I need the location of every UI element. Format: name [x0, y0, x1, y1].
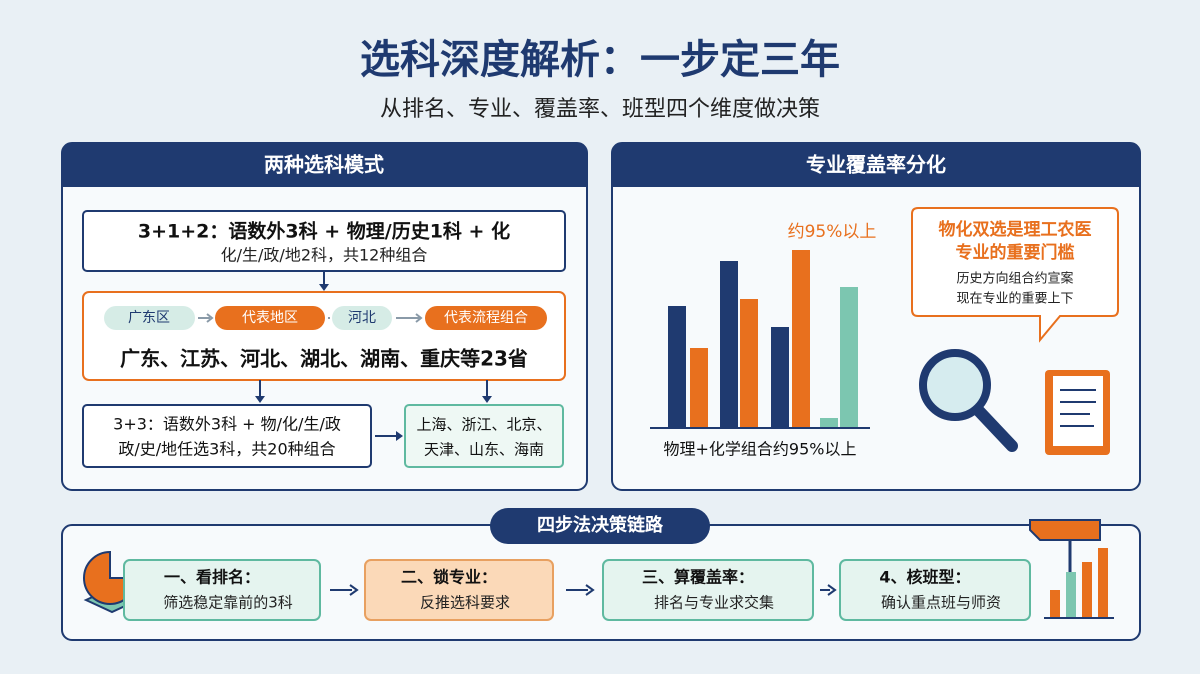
icon-bar: [1066, 572, 1076, 618]
mode-text: 3+3：语数外3科 + 物/化/生/政: [113, 415, 341, 434]
arrow-head: [396, 431, 403, 441]
chip-label: 代表流程组合: [444, 310, 528, 326]
flag: [1029, 519, 1101, 541]
step-title: 一、看排名：: [164, 568, 260, 587]
book-page: [1053, 376, 1103, 446]
province-text: 广东、江苏、河北、湖北、湖南、重庆等23省: [120, 347, 528, 371]
chip: [425, 306, 547, 330]
step-text: 排名与专业求交集: [654, 594, 774, 612]
chip: [104, 306, 195, 330]
step-box: [839, 559, 1031, 621]
caption: 物理+化学组合约95%以上: [664, 440, 857, 459]
title: 选科深度解析：一步定三年: [360, 37, 840, 83]
bar: [792, 250, 810, 428]
mode-text: 化/生/政/地2科，共12种组合: [221, 246, 428, 265]
step-arrow-heads: [349, 584, 837, 596]
step-box: [364, 559, 554, 621]
annotation: 约95%以上: [788, 222, 877, 242]
icon-bar: [1098, 548, 1108, 618]
step-title: 三、算覆盖率：: [642, 568, 754, 587]
icon-bar: [1082, 562, 1092, 618]
magnifier-handle: [972, 404, 1018, 452]
bar: [771, 327, 789, 428]
callout-text: 物化双选是理工农医: [939, 219, 1092, 240]
step-box: [602, 559, 814, 621]
panel-title: 四步法决策链路: [537, 514, 664, 536]
bar: [668, 306, 686, 428]
bar: [740, 299, 758, 428]
bar: [840, 287, 858, 428]
chip: [215, 306, 325, 330]
icon-bar: [1050, 590, 1060, 618]
callout-text: 历史方向组合约宣案: [956, 271, 1073, 287]
region-text: 天津、山东、海南: [424, 441, 544, 459]
illustrative-bars: [650, 250, 870, 429]
step-title: 二、锁专业：: [401, 568, 497, 587]
callout: [911, 207, 1119, 343]
region-list-box: [404, 404, 564, 468]
chip-label: 河北: [348, 310, 376, 326]
chip-label: 代表地区: [242, 310, 298, 326]
panel-title: 专业覆盖率分化: [806, 153, 946, 177]
chip-label: 广东区: [128, 310, 170, 326]
subtitle: 从排名、专业、覆盖率、班型四个维度做决策: [380, 97, 820, 122]
region-text: 上海、浙江、北京、: [416, 416, 551, 434]
bar: [690, 348, 708, 428]
arrow-head: [319, 284, 329, 291]
step-text: 确认重点班与师资: [881, 594, 1001, 612]
panel-header: [612, 143, 1140, 187]
chip: [332, 306, 392, 330]
mode-text: 3+1+2：语数外3科 + 物理/历史1科 + 化: [138, 220, 510, 243]
bar: [820, 418, 838, 428]
step-text: 筛选稳定靠前的3科: [163, 594, 293, 612]
arrow: [259, 380, 488, 399]
chip-arrow-heads: [206, 313, 423, 323]
panel-header: [62, 143, 587, 187]
callout-text: 专业的重要门槛: [956, 242, 1075, 263]
book-lines: [1060, 389, 1096, 427]
panel-header: [490, 508, 710, 544]
mode-box: [82, 404, 372, 468]
step-title: 4、核班型：: [879, 568, 970, 587]
mode-text: 政/史/地任选3科，共20种组合: [118, 440, 335, 459]
magnifier: [919, 349, 991, 421]
panel-title: 两种选科模式: [264, 153, 384, 177]
step-text: 反推选科要求: [420, 594, 510, 612]
step-box: [123, 559, 321, 621]
callout-text: 现在专业的重要上下: [956, 291, 1073, 307]
bar: [720, 261, 738, 428]
